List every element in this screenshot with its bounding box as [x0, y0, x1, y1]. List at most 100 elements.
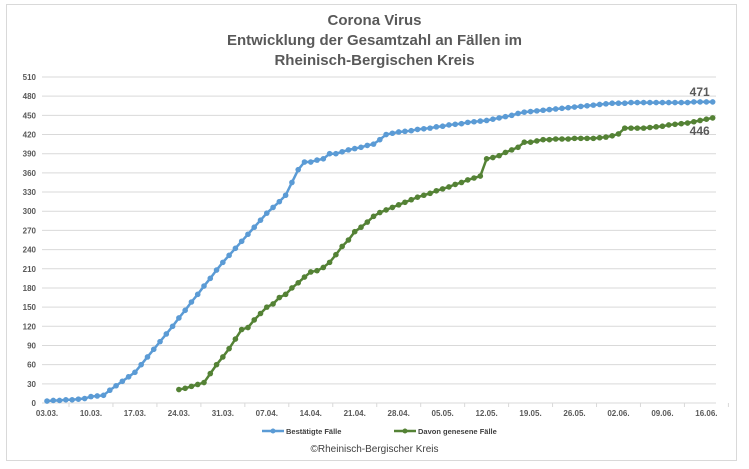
data-point — [584, 102, 590, 109]
x-tick-label: 09.06. — [651, 409, 673, 418]
data-point — [458, 179, 465, 186]
data-point — [684, 120, 691, 126]
data-point — [132, 369, 138, 376]
y-tick-label: 30 — [27, 380, 36, 389]
data-point — [282, 291, 289, 298]
data-point — [320, 156, 327, 162]
data-point — [194, 381, 201, 388]
y-tick-label: 0 — [32, 399, 37, 408]
data-point — [370, 141, 377, 147]
data-point — [414, 194, 421, 200]
data-point — [584, 135, 590, 142]
data-point — [546, 106, 553, 113]
data-point — [490, 154, 496, 161]
copyright-text: ©Rheinisch-Bergischer Kreis — [310, 444, 439, 455]
data-point — [188, 299, 195, 305]
data-point — [364, 219, 371, 225]
y-tick-label: 510 — [23, 73, 37, 82]
data-point — [596, 134, 603, 141]
data-point — [364, 142, 371, 149]
data-point — [301, 159, 308, 165]
data-point — [351, 228, 358, 235]
y-tick-label: 120 — [23, 322, 37, 331]
data-point — [665, 99, 672, 106]
data-point — [176, 386, 182, 393]
data-point — [433, 124, 440, 130]
data-point — [326, 259, 333, 266]
data-point — [540, 136, 546, 143]
x-tick-label: 05.05. — [432, 409, 454, 418]
x-tick-label: 07.04. — [256, 409, 278, 418]
data-point — [395, 129, 402, 135]
data-point — [245, 324, 251, 331]
data-point — [502, 113, 509, 120]
x-tick-label: 03.03. — [36, 409, 58, 418]
data-point — [647, 99, 653, 106]
y-tick-label: 420 — [23, 131, 37, 140]
data-point — [276, 294, 283, 301]
chart-title-line-2: Entwicklung der Gesamtzahl an Fällen im — [226, 32, 523, 49]
data-point — [138, 361, 144, 368]
data-point — [703, 99, 710, 105]
x-tick-label: 24.03. — [168, 409, 190, 418]
data-point — [169, 323, 176, 330]
data-point — [628, 99, 634, 106]
data-point — [647, 124, 653, 131]
data-point — [565, 136, 572, 142]
data-point — [333, 251, 339, 258]
data-point — [408, 127, 415, 134]
data-point — [446, 122, 452, 128]
data-point — [678, 99, 685, 106]
data-point — [703, 116, 710, 122]
data-point — [377, 136, 383, 143]
data-point — [264, 210, 270, 216]
y-tick-label: 330 — [23, 188, 37, 197]
data-point — [125, 373, 132, 380]
data-point — [339, 148, 345, 155]
data-point — [88, 393, 94, 400]
data-point — [414, 126, 421, 133]
data-point — [439, 186, 446, 192]
data-point — [521, 109, 528, 115]
data-point — [546, 136, 553, 143]
data-point — [471, 118, 477, 125]
data-point — [477, 173, 484, 179]
y-tick-label: 270 — [23, 226, 37, 235]
data-point — [439, 123, 446, 130]
data-point — [653, 99, 659, 106]
y-tick-label: 480 — [23, 92, 37, 101]
data-point — [213, 361, 220, 368]
data-point — [339, 243, 345, 250]
data-point — [527, 108, 534, 115]
data-point — [615, 131, 622, 137]
data-point — [232, 336, 239, 342]
data-point — [615, 100, 622, 107]
y-tick-label: 210 — [23, 265, 37, 274]
data-point — [395, 202, 402, 208]
data-point — [421, 125, 427, 132]
x-tick-label: 19.05. — [519, 409, 541, 418]
data-point — [464, 177, 471, 183]
data-point — [44, 398, 50, 404]
data-point — [603, 101, 609, 107]
data-point — [697, 99, 703, 105]
data-point — [565, 104, 572, 111]
y-tick-label: 60 — [27, 361, 36, 370]
data-point — [590, 135, 597, 142]
data-point — [534, 138, 540, 144]
data-point — [552, 136, 559, 142]
data-point — [358, 224, 364, 231]
data-point — [207, 275, 214, 282]
data-point — [295, 280, 302, 286]
x-tick-label: 17.03. — [124, 409, 146, 418]
data-point — [307, 159, 314, 165]
data-point — [427, 190, 433, 197]
data-point — [226, 252, 232, 259]
data-point — [333, 150, 339, 157]
data-point — [50, 397, 57, 404]
data-point — [301, 274, 308, 280]
data-point — [452, 181, 459, 188]
data-point — [634, 125, 641, 131]
legend-marker — [270, 428, 276, 434]
data-point — [270, 301, 276, 307]
